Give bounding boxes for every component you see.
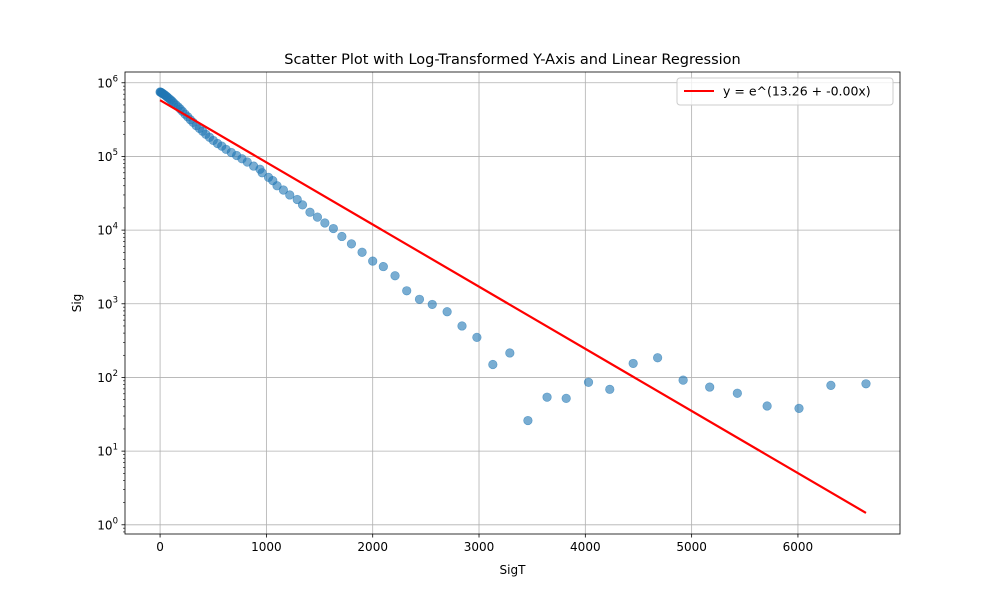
axes-ticks: 0 1000 2000 3000 4000 5000 6000100101102103104… [97,74,813,554]
scatter-point [414,294,425,304]
y-tick-exponent: 3 [113,295,118,305]
scatter-point [390,271,400,281]
scatter-point [368,256,378,266]
chart-title: Scatter Plot with Log-Transformed Y-Axis… [284,52,741,68]
scatter-point [561,393,571,403]
y-tick-base: 10 [97,297,112,311]
scatter-point [523,415,533,426]
scatter-point [472,332,482,342]
scatter-point [378,261,388,272]
y-tick-exponent: 4 [113,222,118,232]
scatter-point [285,190,295,200]
y-tick-base: 10 [97,518,112,532]
x-axis-label: SigT [500,563,527,577]
y-tick-label: 100 [97,516,118,532]
scatter-point [328,223,338,234]
y-tick-label: 103 [97,295,118,311]
scatter-point [678,375,688,385]
x-tick-label: 6000 [783,540,814,554]
scatter-point [457,321,467,331]
scatter-point [542,392,552,402]
y-tick-base: 10 [97,371,112,385]
x-tick-label: 5000 [676,540,707,554]
scatter-point [297,200,308,210]
x-tick-label: 3000 [464,540,495,554]
scatter-point [826,380,836,391]
plot-area [155,87,871,514]
y-tick-label: 101 [97,443,118,459]
scatter-point [272,181,282,191]
y-tick-exponent: 1 [113,443,118,453]
y-tick-label: 106 [97,74,118,90]
scatter-point [705,382,715,392]
scatter-point [628,358,638,369]
y-tick-base: 10 [97,445,112,459]
x-tick-label: 0 [156,540,164,554]
scatter-point [505,348,515,358]
y-tick-exponent: 2 [113,369,118,379]
regression-line [159,99,867,514]
scatter-point [257,168,267,178]
scatter-point [305,207,315,217]
grid [125,72,900,534]
scatter-point [794,403,804,414]
plot-frame [124,71,901,535]
y-tick-base: 10 [97,150,112,164]
y-tick-base: 10 [97,224,112,238]
y-tick-exponent: 6 [113,74,118,84]
scatter-point [278,185,289,195]
y-axis-label: Sig [70,294,84,313]
legend: y = e^(13.26 + -0.00x) [676,77,894,106]
scatter-point [320,218,330,228]
y-tick-label: 102 [97,369,118,385]
scatter-point [488,359,498,370]
scatter-point [427,299,437,310]
y-tick-exponent: 0 [113,516,118,526]
scatter-point [732,388,742,398]
scatter-point [312,212,323,222]
scatter-point [861,379,871,389]
scatter-point [442,307,452,317]
legend-box [676,77,894,106]
scatter-point [583,377,594,387]
scatter-point [357,247,367,257]
x-tick-label: 2000 [357,540,388,554]
y-tick-base: 10 [97,76,112,90]
legend-label: y = e^(13.26 + -0.00x) [723,84,871,99]
scatter-point [346,239,357,249]
x-tick-label: 1000 [251,540,282,554]
scatter-point [762,401,772,411]
scatter-point [337,231,347,242]
y-tick-exponent: 5 [113,148,118,158]
x-tick-label: 4000 [570,540,601,554]
y-tick-label: 104 [97,222,118,238]
y-tick-label: 105 [97,148,118,164]
scatter-point [402,286,412,296]
scatter-point [605,384,615,394]
scatter-point [653,353,663,363]
